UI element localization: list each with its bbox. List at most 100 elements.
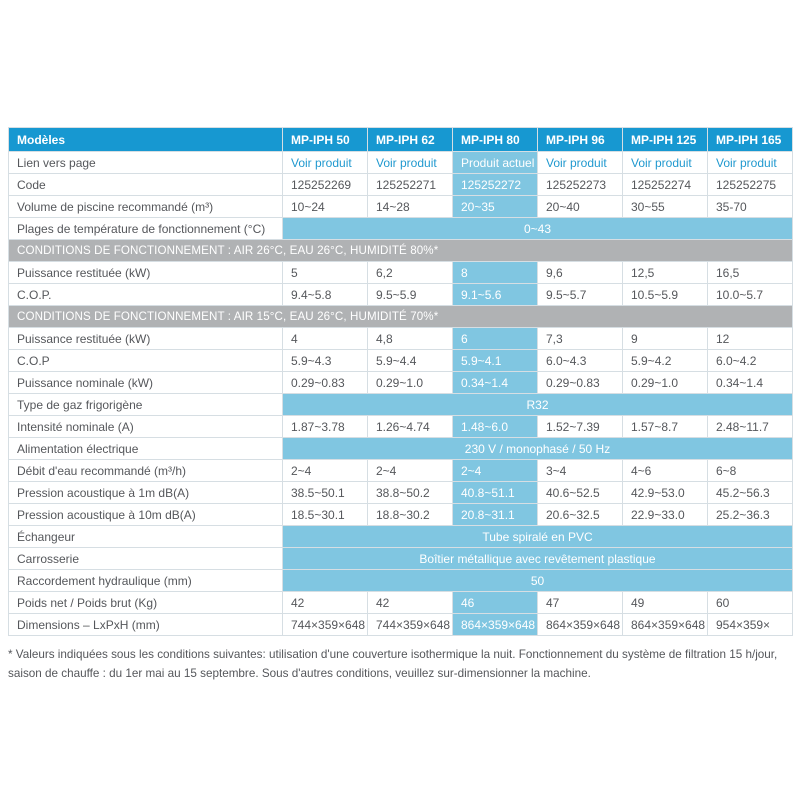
spec-cell: 1.87~3.78 [282,415,368,438]
spec-cell: 2~4 [452,459,538,482]
models-header-label: Modèles [8,127,283,152]
span-value-cell: R32 [282,393,793,416]
spec-cell: 2~4 [367,459,453,482]
voir-produit-link[interactable]: Voir produit [291,155,352,170]
spec-cell: 954×359× [707,613,793,636]
spec-cell: 5 [282,261,368,284]
spec-cell: 40.8~51.1 [452,481,538,504]
table-row: C.O.P 5.9~4.3 5.9~4.4 5.9~4.1 6.0~4.3 5.9~4.2… [8,349,793,372]
table-row: Plages de température de fonctionnement … [8,217,793,240]
table-row: Échangeur Tube spiralé en PVC [8,525,793,548]
table-row: Poids net / Poids brut (Kg) 42 42 46 47 49 60 [8,591,793,614]
spec-cell: 20~35 [452,195,538,218]
spec-cell: 5.9~4.2 [622,349,708,372]
spec-cell: 40.6~52.5 [537,481,623,504]
spec-cell: 6,2 [367,261,453,284]
column-header-model: MP-IPH 80 [452,127,538,152]
spec-cell: 0.29~1.0 [622,371,708,394]
row-label: Pression acoustique à 1m dB(A) [8,481,283,504]
spec-cell: 125252273 [537,173,623,196]
table-row: Raccordement hydraulique (mm) 50 [8,569,793,592]
spec-cell: 12,5 [622,261,708,284]
row-label: Volume de piscine recommandé (m³) [8,195,283,218]
spec-cell: 18.5~30.1 [282,503,368,526]
table-row: Alimentation électrique 230 V / monophasé… [8,437,793,460]
row-label: Échangeur [8,525,283,548]
spec-table: Modèles MP-IPH 50 MP-IPH 62 MP-IPH 80 MP… [8,127,793,636]
spec-cell: 42 [367,591,453,614]
column-header-model: MP-IPH 62 [367,127,453,152]
spec-cell: 0.34~1.4 [452,371,538,394]
table-row: Carrosserie Boîtier métallique avec revêt… [8,547,793,570]
row-label: C.O.P [8,349,283,372]
spec-cell: 125252275 [707,173,793,196]
spec-cell: 10.5~5.9 [622,283,708,306]
spec-cell: 18.8~30.2 [367,503,453,526]
span-value-cell: Boîtier métallique avec revêtement plast… [282,547,793,570]
table-row: Débit d'eau recommandé (m³/h) 2~4 2~4 2~4 3~… [8,459,793,482]
spec-cell: 864×359×648 [452,613,538,636]
spec-cell: 1.48~6.0 [452,415,538,438]
row-label: Puissance restituée (kW) [8,261,283,284]
section-header-row: CONDITIONS DE FONCTIONNEMENT : AIR 15°C,… [8,305,793,328]
spec-cell: 125252269 [282,173,368,196]
spec-cell: 6.0~4.2 [707,349,793,372]
spec-cell: 4 [282,327,368,350]
spec-cell: 2~4 [282,459,368,482]
spec-cell: 10.0~5.7 [707,283,793,306]
link-cell: Voir produit [282,151,368,174]
column-header-model: MP-IPH 50 [282,127,368,152]
table-row: Code 125252269 125252271 125252272 125252273… [8,173,793,196]
voir-produit-link[interactable]: Voir produit [376,155,437,170]
spec-cell: 125252272 [452,173,538,196]
row-label: Pression acoustique à 10m dB(A) [8,503,283,526]
row-label: Code [8,173,283,196]
spec-cell: 0.29~0.83 [282,371,368,394]
spec-cell: 20~40 [537,195,623,218]
table-header-row: Modèles MP-IPH 50 MP-IPH 62 MP-IPH 80 MP… [8,127,793,152]
row-label: Alimentation électrique [8,437,283,460]
spec-table-wrap: Modèles MP-IPH 50 MP-IPH 62 MP-IPH 80 MP… [8,127,793,636]
spec-cell: 47 [537,591,623,614]
link-cell: Voir produit [707,151,793,174]
spec-cell: 3~4 [537,459,623,482]
table-row: Puissance restituée (kW) 5 6,2 8 9,6 12,5 16,5 [8,261,793,284]
spec-cell: 45.2~56.3 [707,481,793,504]
spec-table-body: Lien vers page Voir produit Voir produit Pr… [8,151,793,636]
spec-cell: 6 [452,327,538,350]
table-row: C.O.P. 9.4~5.8 9.5~5.9 9.1~5.6 9.5~5.7 10.5~5… [8,283,793,306]
spec-cell: 9,6 [537,261,623,284]
spec-cell: 22.9~33.0 [622,503,708,526]
spec-cell: 38.5~50.1 [282,481,368,504]
span-value-cell: Tube spiralé en PVC [282,525,793,548]
spec-cell: 60 [707,591,793,614]
table-row: Puissance nominale (kW) 0.29~0.83 0.29~1.0… [8,371,793,394]
spec-cell: 6.0~4.3 [537,349,623,372]
spec-cell: 35-70 [707,195,793,218]
column-header-model: MP-IPH 125 [622,127,708,152]
spec-cell: 9 [622,327,708,350]
spec-cell: 2.48~11.7 [707,415,793,438]
spec-cell: 14~28 [367,195,453,218]
spec-cell: 4,8 [367,327,453,350]
spec-cell: 0.29~0.83 [537,371,623,394]
voir-produit-link[interactable]: Voir produit [546,155,607,170]
spec-cell: 25.2~36.3 [707,503,793,526]
spec-cell: 1.52~7.39 [537,415,623,438]
link-cell: Voir produit [537,151,623,174]
column-header-model: MP-IPH 165 [707,127,793,152]
spec-cell: 5.9~4.3 [282,349,368,372]
spec-cell: 864×359×648 [622,613,708,636]
spec-cell: 42.9~53.0 [622,481,708,504]
row-label: Dimensions – LxPxH (mm) [8,613,283,636]
spec-cell: 6~8 [707,459,793,482]
span-value-cell: 230 V / monophasé / 50 Hz [282,437,793,460]
voir-produit-link[interactable]: Voir produit [631,155,692,170]
row-label: Débit d'eau recommandé (m³/h) [8,459,283,482]
spec-cell: 8 [452,261,538,284]
table-row: Intensité nominale (A) 1.87~3.78 1.26~4.74… [8,415,793,438]
span-value-cell: 0~43 [282,217,793,240]
spec-cell: 0.29~1.0 [367,371,453,394]
voir-produit-link[interactable]: Voir produit [716,155,777,170]
